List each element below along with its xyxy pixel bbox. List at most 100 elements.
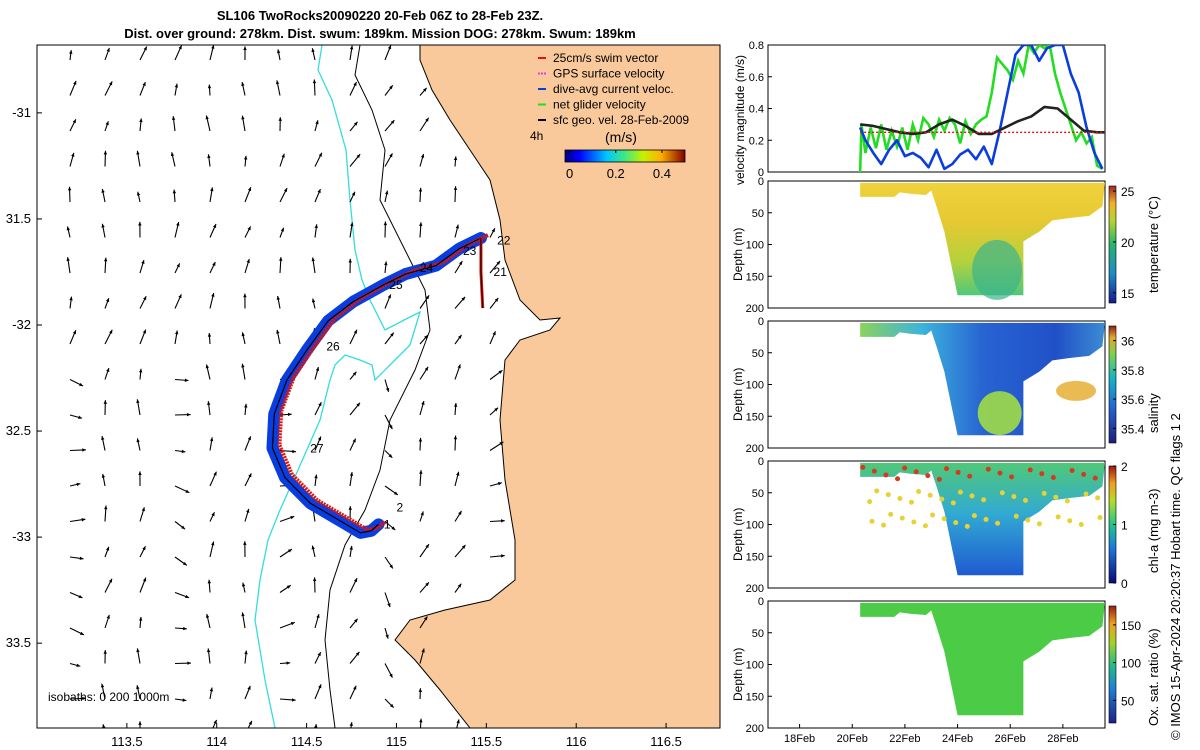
velocity-arrow-head <box>248 473 252 478</box>
velocity-arrow <box>314 152 323 167</box>
velocity-arrow-head <box>312 79 317 84</box>
velocity-arrow-head <box>209 687 214 692</box>
chl-sample-dot <box>1081 471 1087 477</box>
velocity-arrow-head <box>348 506 352 510</box>
day-label: 27 <box>310 441 324 455</box>
velocity-arrow-head <box>425 295 430 300</box>
chl-sample-dot <box>964 523 970 529</box>
velocity-arrow-head <box>67 186 72 191</box>
velocity-arrow <box>174 45 183 61</box>
velocity-arrow <box>349 577 358 593</box>
section-y-tick-label: 100 <box>746 240 764 252</box>
velocity-arrow <box>278 117 282 132</box>
velocity-arrow <box>207 579 212 593</box>
velocity-arrow-head <box>349 722 353 726</box>
map-y-tick-label: 33.5 <box>6 635 31 650</box>
velocity-arrow-head <box>418 187 423 192</box>
velocity-arrow-head <box>280 227 284 232</box>
velocity-arrow-head <box>100 683 105 688</box>
velocity-arrow <box>66 226 71 238</box>
map-x-tick-label: 115 <box>386 734 407 749</box>
time-axis-ticks: 18Feb 20Feb 22Feb 24Feb 26Feb 28Feb <box>784 724 1078 745</box>
velocity-arrow <box>69 518 86 523</box>
velocity-arrow <box>244 403 248 416</box>
time-label: 4h <box>530 129 543 143</box>
velocity-arrow-head <box>391 526 396 530</box>
velocity-arrow <box>70 731 82 735</box>
velocity-arrow-head <box>246 259 250 263</box>
velocity-arrow <box>174 83 179 96</box>
velocity-arrow-head <box>69 50 73 54</box>
velocity-y-tick-label: 0.6 <box>749 72 764 84</box>
velocity-arrow <box>453 186 458 203</box>
velocity-arrow-head <box>461 296 466 301</box>
section-y-tick-label: 0 <box>758 456 764 468</box>
velocity-arrow-head <box>456 719 460 724</box>
velocity-arrow <box>454 260 463 274</box>
section-y-tick-label: 0 <box>758 596 764 608</box>
velocity-arrow <box>209 471 217 487</box>
track-line <box>271 237 482 534</box>
velocity-arrow <box>207 332 212 345</box>
velocity-arrow-head <box>187 661 191 665</box>
velocity-arrow <box>384 84 394 96</box>
velocity-arrow-head <box>317 436 322 441</box>
day-label: 21 <box>494 265 508 279</box>
section-y-tick-label: 100 <box>746 380 764 392</box>
velocity-arrow-head <box>106 47 110 52</box>
velocity-arrow-head <box>352 438 356 443</box>
velocity-arrow-head <box>213 719 217 724</box>
velocity-arrow-head <box>141 507 145 512</box>
velocity-arrow <box>349 329 358 345</box>
velocity-arrow <box>349 471 354 487</box>
time-tick-label: 28Feb <box>1047 733 1078 745</box>
velocity-arrow-head <box>176 263 180 268</box>
velocity-arrow <box>419 400 425 416</box>
colorbar-tick-label: 35.4 <box>1121 422 1145 436</box>
velocity-arrow-head <box>292 449 296 454</box>
velocity-arrow <box>244 650 248 664</box>
velocity-arrow-head <box>317 652 321 657</box>
velocity-arrow <box>174 221 180 238</box>
velocity-arrow-head <box>101 473 106 478</box>
velocity-arrow-head <box>286 661 291 665</box>
velocity-arrow-head <box>291 698 296 702</box>
velocity-arrow-head <box>389 425 393 430</box>
day-labels: 21 22 23 24 25 26 27 21 <box>310 233 511 531</box>
velocity-arrow-head <box>138 616 143 621</box>
velocity-arrow-head <box>501 519 505 523</box>
velocity-arrow <box>174 449 186 454</box>
land-area <box>394 45 720 728</box>
velocity-arrow-head <box>453 435 458 440</box>
velocity-arrow <box>276 329 281 345</box>
velocity-arrow-head <box>78 731 82 734</box>
section-y-tick-label: 50 <box>752 628 764 640</box>
velocity-arrow-head <box>425 582 429 587</box>
velocity-arrow <box>243 46 247 61</box>
velocity-arrow <box>138 616 143 629</box>
velocity-arrow <box>174 330 179 345</box>
velocity-arrow <box>241 612 246 629</box>
velocity-arrow <box>207 84 212 96</box>
velocity-arrow-head <box>211 512 215 517</box>
velocity-arrow-head <box>356 154 361 159</box>
velocity-arrow <box>136 191 141 203</box>
velocity-arrow-head <box>108 578 113 583</box>
velocity-arrow <box>209 292 215 309</box>
velocity-arrow <box>349 438 357 451</box>
velocity-arrow-head <box>318 684 322 689</box>
velocity-arrow <box>174 485 190 494</box>
chl-sample-dot <box>874 488 880 494</box>
velocity-arrow-head <box>425 117 429 122</box>
velocity-arrow-head <box>178 294 182 299</box>
velocity-arrow-head <box>311 298 316 303</box>
chl-sample-dot <box>927 492 933 498</box>
velocity-arrow <box>314 224 318 238</box>
velocity-arrow-head <box>143 46 147 51</box>
velocity-arrow <box>349 618 359 629</box>
velocity-arrow-head <box>76 482 81 487</box>
surface-velocity-vectors <box>66 45 505 735</box>
velocity-arrow <box>205 613 211 629</box>
chl-sample-dot <box>1022 497 1028 503</box>
velocity-arrow-head <box>390 332 394 337</box>
